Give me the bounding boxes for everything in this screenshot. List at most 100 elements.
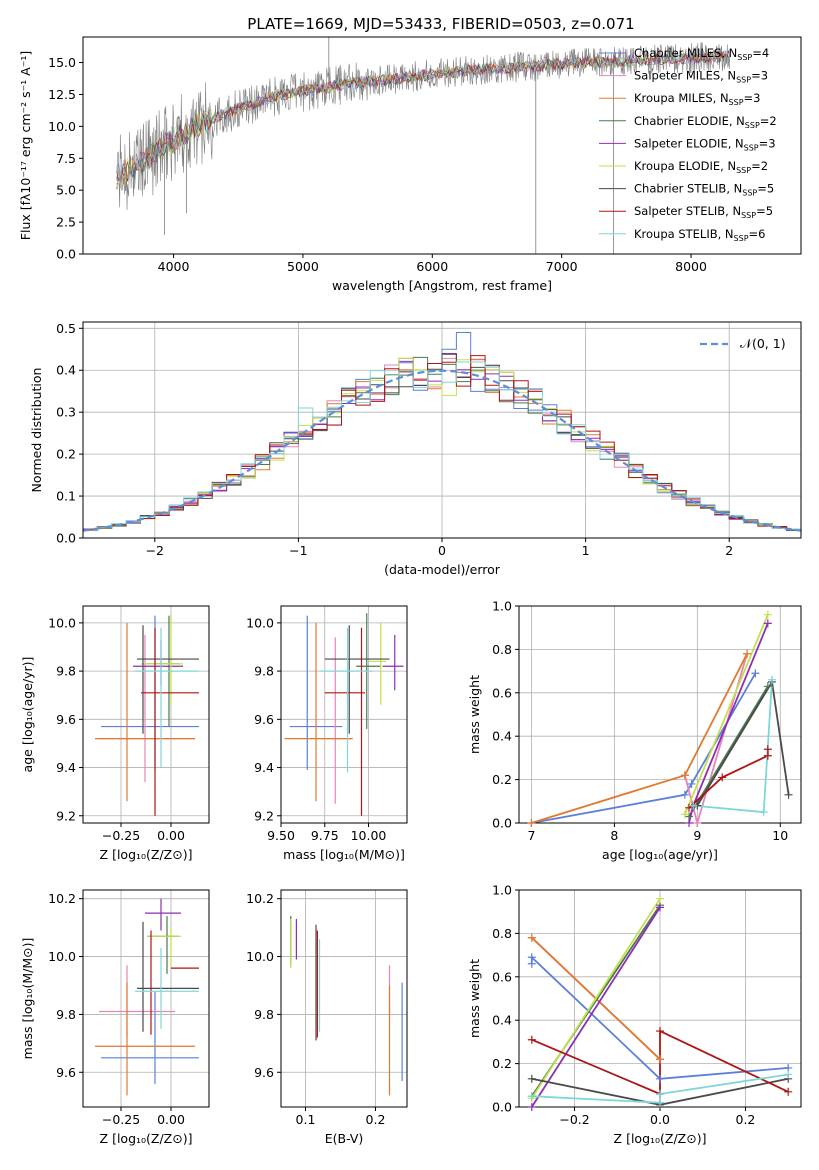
y-tick-label: 0.0 [492, 816, 512, 831]
panel-weight_vs_Z: −0.2 0.0 0.2 0.0 0.2 0.4 0.6 0.8 1.0 Z [log₁₀(Z/Z… [467, 883, 802, 1146]
legend-label: Salpeter MILES, NSSP=3 [634, 69, 768, 85]
weight-line-2 [531, 653, 748, 823]
y-tick-label: 0.8 [492, 926, 512, 941]
panel-mass_vs_Z: −0.25 0.00 9.6 9.8 10.0 10.2 Z [log₁₀(Z/Z⊙)] ma… [20, 889, 210, 1146]
panel-spectrum: 4000 5000 6000 7000 8000 0.0 2.5 5.0 7.5 10.0 12.5… [18, 36, 802, 293]
y-axis-label: mass [log₁₀(M/M⊙)] [20, 938, 35, 1060]
plot-area [281, 606, 407, 823]
y-tick-label: 5.0 [56, 183, 76, 198]
x-tick-label: −0.25 [102, 1112, 140, 1127]
x-tick-label: 9.50 [267, 828, 295, 843]
weight-marker [680, 790, 689, 799]
y-axis-label: Flux [fλ10⁻¹⁷ erg cm⁻² s⁻¹ A⁻¹] [18, 51, 33, 240]
data-spectrum-line [116, 42, 731, 211]
panel-residuals: −2 −1 0 1 2 0.0 0.1 0.2 0.3 0.4 0.5 (data-model)/er… [29, 321, 802, 577]
legend-label: Kroupa STELIB, NSSP=6 [634, 227, 765, 243]
axes-frame [82, 889, 210, 1108]
y-tick-label: 0.5 [56, 321, 76, 336]
x-tick-label: −1 [289, 543, 307, 558]
weight-marker [767, 675, 776, 684]
weight-line-5 [531, 898, 661, 1099]
y-tick-label: 0.6 [492, 685, 512, 700]
y-tick-label: 15.0 [48, 55, 76, 70]
y-axis-label: Normed distribution [29, 368, 44, 493]
model-line-8 [116, 50, 730, 187]
axes-frame [82, 36, 802, 255]
plot-area [519, 890, 801, 1107]
x-tick-label: −2 [146, 543, 164, 558]
y-tick-label: 0.3 [56, 405, 76, 420]
y-tick-label: 0.2 [56, 447, 76, 462]
plot-area [116, 37, 731, 254]
x-tick-label: 0.1 [296, 1112, 316, 1127]
weight-marker [784, 790, 793, 799]
weight-marker [685, 803, 694, 812]
weight-line-8 [531, 1073, 789, 1104]
weight-marker [527, 953, 536, 962]
y-tick-label: 0.0 [56, 531, 76, 546]
x-tick-label: 1 [582, 543, 590, 558]
weight-marker [763, 745, 772, 754]
weight-marker [656, 1055, 664, 1064]
y-tick-label: 10.0 [48, 949, 76, 964]
y-tick-label: 9.8 [254, 1007, 274, 1022]
weight-marker [527, 1103, 536, 1111]
normal-reference-curve [83, 369, 801, 532]
x-tick-label: 5000 [287, 259, 319, 274]
plot-area [281, 890, 407, 1107]
x-tick-label: 6000 [416, 259, 448, 274]
x-tick-label: −0.25 [102, 828, 140, 843]
weight-marker [763, 619, 772, 628]
legend-label: Chabrier STELIB, NSSP=5 [634, 182, 774, 198]
y-tick-label: 10.0 [48, 615, 76, 630]
x-tick-label: 0.00 [157, 828, 185, 843]
y-tick-label: 0.4 [492, 1013, 512, 1028]
y-tick-label: 0.4 [56, 363, 76, 378]
y-tick-label: 0.0 [492, 1100, 512, 1115]
x-tick-label: 0 [438, 543, 446, 558]
weight-marker [527, 1074, 536, 1083]
x-tick-label: 9 [693, 828, 701, 843]
y-tick-label: 9.4 [254, 760, 274, 775]
y-tick-label: 9.6 [254, 712, 274, 727]
x-tick-label: 8000 [675, 259, 707, 274]
y-tick-label: 1.0 [492, 883, 512, 898]
plot-area [83, 322, 801, 538]
x-axis-label: age [log₁₀(age/yr)] [602, 847, 718, 862]
y-tick-label: 1.0 [492, 599, 512, 614]
panel-mass_vs_ebv: 0.1 0.2 9.6 9.8 10.0 10.2 E(B-V) [246, 889, 408, 1146]
y-tick-label: 0.4 [492, 729, 512, 744]
x-axis-label: Z [log₁₀(Z/Z⊙)] [100, 847, 193, 862]
y-tick-label: 0.0 [56, 247, 76, 262]
weight-marker [687, 779, 696, 788]
weight-marker [751, 669, 760, 678]
weight-marker [527, 1035, 536, 1044]
y-tick-label: 10.0 [246, 949, 274, 964]
legend-label: Kroupa ELODIE, NSSP=2 [634, 159, 768, 175]
weight-line-5 [684, 614, 769, 815]
weight-marker [718, 773, 727, 782]
panel-age_vs_mass: 9.50 9.75 10.00 9.2 9.4 9.6 9.8 10.0 mass [log₁₀… [246, 605, 408, 862]
y-tick-label: 0.2 [492, 1056, 512, 1071]
y-axis-label: age [log₁₀(age/yr)] [20, 657, 35, 773]
x-axis-label: E(B-V) [325, 1131, 364, 1146]
x-tick-label: 7000 [546, 259, 578, 274]
y-tick-label: 0.2 [492, 772, 512, 787]
y-tick-label: 9.6 [56, 712, 76, 727]
x-axis-label: Z [log₁₀(Z/Z⊙)] [100, 1131, 193, 1146]
weight-marker [784, 1087, 793, 1096]
weight-line-0 [531, 672, 757, 823]
weight-marker [656, 1089, 664, 1098]
weight-line-1 [684, 653, 748, 823]
weight-line-4 [531, 906, 661, 1107]
weight-marker [656, 1098, 664, 1107]
x-tick-label: 4000 [158, 259, 190, 274]
legend-label: Kroupa MILES, NSSP=3 [634, 91, 760, 107]
axes-frame [280, 605, 408, 824]
weight-marker [693, 819, 702, 827]
x-tick-label: −0.2 [559, 1112, 589, 1127]
weight-marker [656, 1074, 664, 1083]
y-tick-label: 9.2 [254, 808, 274, 823]
axes-frame [82, 605, 210, 824]
